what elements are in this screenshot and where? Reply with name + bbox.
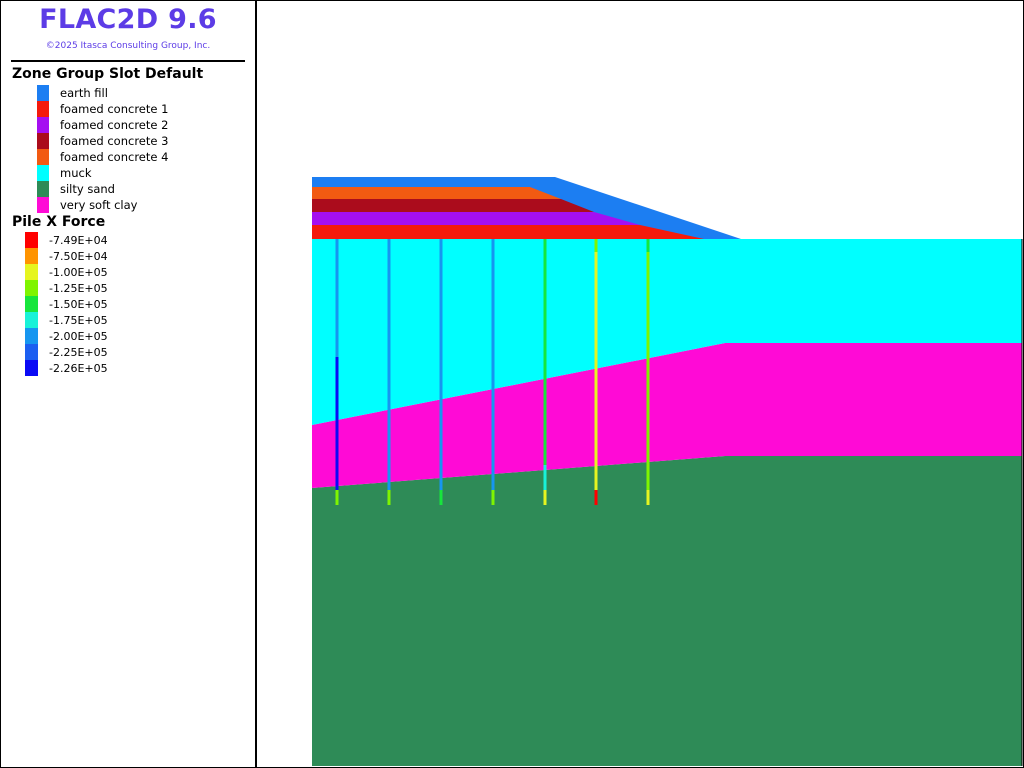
zone-color-swatch <box>37 165 49 181</box>
zone-legend-label: muck <box>60 166 92 180</box>
zone-color-swatch <box>37 149 49 165</box>
zone-color-swatch <box>37 101 49 117</box>
force-color-swatch <box>25 232 38 248</box>
copyright-text: ©2025 Itasca Consulting Group, Inc. <box>45 41 211 51</box>
very-soft-clay-zone <box>312 343 1022 488</box>
force-legend-title: Pile X Force <box>12 214 106 230</box>
foamed-concrete-2-zone <box>312 212 640 225</box>
force-legend-label: -1.00E+05 <box>49 266 108 279</box>
app-title: FLAC2D 9.6 <box>39 4 217 35</box>
zone-legend-title: Zone Group Slot Default <box>12 66 204 82</box>
zone-legend-label: foamed concrete 1 <box>60 102 169 116</box>
zone-color-swatch <box>37 133 49 149</box>
foamed-concrete-4-zone <box>312 187 561 199</box>
force-legend-label: -1.75E+05 <box>49 314 108 327</box>
force-color-swatch <box>25 264 38 280</box>
foamed-concrete-3-zone <box>312 199 594 212</box>
zone-legend-label: foamed concrete 3 <box>60 134 169 148</box>
legend-panel: FLAC2D 9.6 ©2025 Itasca Consulting Group… <box>1 1 257 767</box>
force-color-swatch <box>25 344 38 360</box>
force-color-swatch <box>25 328 38 344</box>
force-legend-label: -1.25E+05 <box>49 282 108 295</box>
title-divider <box>11 60 245 62</box>
force-legend-label: -7.49E+04 <box>49 234 108 247</box>
force-legend-label: -2.25E+05 <box>49 346 108 359</box>
zone-color-swatch <box>37 197 49 213</box>
zone-color-swatch <box>37 117 49 133</box>
zone-legend-label: foamed concrete 2 <box>60 118 169 132</box>
zone-color-swatch <box>37 181 49 197</box>
zone-legend-label: silty sand <box>60 182 115 196</box>
force-color-swatch <box>25 248 38 264</box>
force-legend-label: -2.26E+05 <box>49 362 108 375</box>
zone-legend-label: very soft clay <box>60 198 138 212</box>
silty-sand-zone <box>312 456 1022 766</box>
force-color-swatch <box>25 360 38 376</box>
force-color-swatch <box>25 280 38 296</box>
zone-legend-label: foamed concrete 4 <box>60 150 169 164</box>
zone-legend-label: earth fill <box>60 86 108 100</box>
zone-color-swatch <box>37 85 49 101</box>
force-legend-label: -1.50E+05 <box>49 298 108 311</box>
foamed-concrete-1-zone <box>312 225 704 239</box>
force-color-swatch <box>25 296 38 312</box>
force-legend-label: -7.50E+04 <box>49 250 108 263</box>
force-legend-label: -2.00E+05 <box>49 330 108 343</box>
muck-zone <box>312 239 1022 425</box>
force-color-swatch <box>25 312 38 328</box>
